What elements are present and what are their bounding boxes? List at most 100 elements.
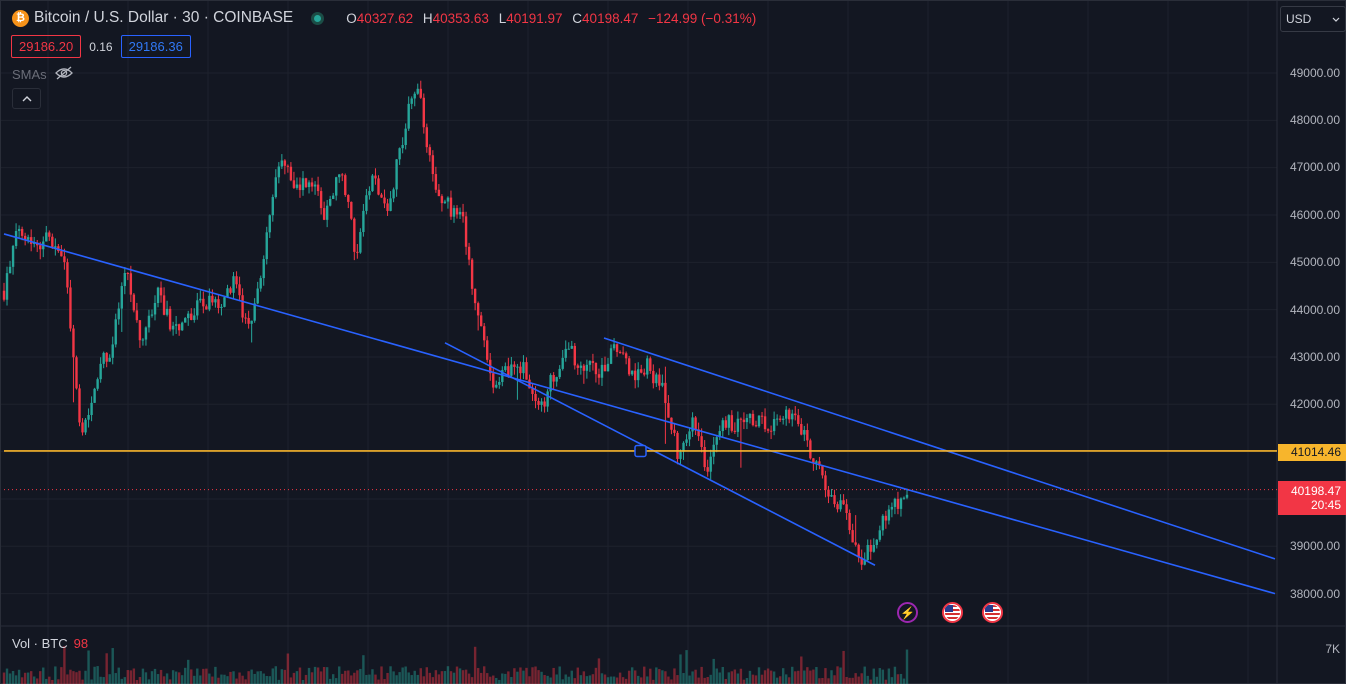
candle-body — [29, 237, 33, 244]
eye-off-icon[interactable] — [54, 66, 73, 83]
candle-body — [295, 184, 299, 188]
us-flag-event-icon[interactable] — [982, 602, 1003, 623]
candle-body — [570, 345, 573, 349]
volume-legend[interactable]: Vol · BTC 98 — [12, 636, 88, 651]
volume-bar — [854, 673, 857, 684]
volume-bar — [313, 666, 317, 684]
volume-bar — [507, 671, 510, 684]
buy-button[interactable]: 29186.36 — [120, 35, 191, 58]
volume-bar — [869, 679, 872, 684]
volume-bar — [896, 674, 900, 684]
price-axis-label[interactable]: 39000.00 — [1289, 539, 1340, 553]
price-axis-label[interactable]: 47000.00 — [1289, 160, 1340, 174]
candle-body — [395, 159, 398, 190]
candle-body — [274, 177, 278, 198]
candle-body — [180, 322, 184, 331]
volume-bar — [386, 672, 389, 684]
volume-bar — [640, 677, 643, 684]
candle-body — [446, 197, 450, 202]
volume-axis-label[interactable]: 7K — [1325, 642, 1340, 656]
volume-bar — [637, 675, 640, 684]
candle-body — [513, 364, 516, 367]
collapse-legend-button[interactable] — [12, 88, 41, 109]
candle-body — [839, 500, 842, 510]
volume-bar — [724, 678, 727, 684]
volume-bar — [359, 668, 362, 684]
candle-body — [640, 369, 643, 373]
volume-bar — [2, 672, 6, 684]
spread-value: 0.16 — [89, 39, 113, 54]
currency-select[interactable]: USD — [1280, 6, 1346, 32]
market-status-icon[interactable] — [311, 11, 325, 25]
sell-button[interactable]: 29186.20 — [11, 35, 82, 58]
chevron-up-icon — [22, 95, 31, 101]
volume-bar — [141, 668, 145, 684]
candle-body — [679, 451, 682, 459]
volume-bar — [398, 672, 401, 684]
volume-bar — [567, 676, 570, 684]
last-price-tag[interactable]: 40198.47 20:45 — [1278, 481, 1346, 515]
candle-body — [715, 437, 718, 445]
sma-indicator-legend[interactable]: SMAs — [12, 66, 73, 83]
candle-body — [658, 374, 661, 386]
volume-bar — [365, 674, 368, 684]
volume-bar — [881, 669, 885, 684]
volume-bar — [670, 679, 673, 684]
volume-bar — [39, 671, 42, 684]
price-axis-label[interactable]: 46000.00 — [1289, 208, 1340, 222]
volume-bar — [775, 677, 779, 684]
candle-body — [277, 166, 281, 178]
price-axis-label[interactable]: 48000.00 — [1289, 113, 1340, 127]
lightning-event-icon[interactable]: ⚡ — [897, 602, 918, 623]
candle-body — [232, 276, 235, 293]
price-axis-label[interactable]: 44000.00 — [1289, 303, 1340, 317]
volume-bar — [193, 675, 196, 684]
volume-bar — [461, 670, 465, 684]
candle-body — [66, 262, 69, 288]
candle-body — [754, 425, 758, 427]
candle-body — [26, 237, 30, 240]
volume-bar — [350, 675, 353, 684]
volume-bar — [410, 675, 413, 684]
candle-body — [507, 366, 510, 376]
horizontal-line-price-tag[interactable]: 41014.46 — [1278, 444, 1346, 461]
candle-body — [730, 415, 734, 431]
symbol-title[interactable]: Bitcoin / U.S. Dollar · 30 · COINBASE — [34, 9, 294, 26]
candle-body — [184, 318, 187, 323]
volume-bar — [253, 673, 256, 684]
trade-buttons: 29186.20 0.16 29186.36 — [11, 35, 191, 58]
candle-body — [495, 384, 498, 388]
volume-bar — [652, 679, 655, 684]
candle-body — [585, 364, 589, 371]
candle-body — [863, 559, 866, 565]
candle-body — [727, 415, 731, 428]
symbol-legend[interactable]: ₿ Bitcoin / U.S. Dollar · 30 · COINBASE … — [12, 8, 756, 28]
candle-body — [609, 348, 613, 364]
candle-body — [745, 418, 749, 423]
candle-body — [60, 251, 63, 257]
volume-bar — [153, 668, 157, 684]
volume-bar — [159, 669, 163, 684]
volume-bar — [36, 678, 39, 684]
candle-body — [452, 208, 456, 217]
price-axis-label[interactable]: 45000.00 — [1289, 255, 1340, 269]
volume-bar — [45, 678, 48, 684]
price-axis-label[interactable]: 49000.00 — [1289, 66, 1340, 80]
price-axis-label[interactable]: 42000.00 — [1289, 397, 1340, 411]
volume-bar — [543, 675, 546, 684]
volume-bar — [353, 672, 356, 684]
candle-body — [498, 381, 501, 385]
price-axis-label[interactable]: 43000.00 — [1289, 350, 1340, 364]
volume-bar — [72, 671, 75, 684]
price-axis-label[interactable]: 38000.00 — [1289, 587, 1340, 601]
candle-body — [174, 324, 178, 326]
candle-body — [398, 148, 401, 160]
sma-label[interactable]: SMAs — [12, 67, 47, 82]
volume-bar — [20, 677, 24, 684]
candle-body — [655, 374, 658, 384]
us-flag-event-icon[interactable] — [942, 602, 963, 623]
candle-body — [307, 182, 311, 188]
candle-body — [404, 128, 407, 146]
